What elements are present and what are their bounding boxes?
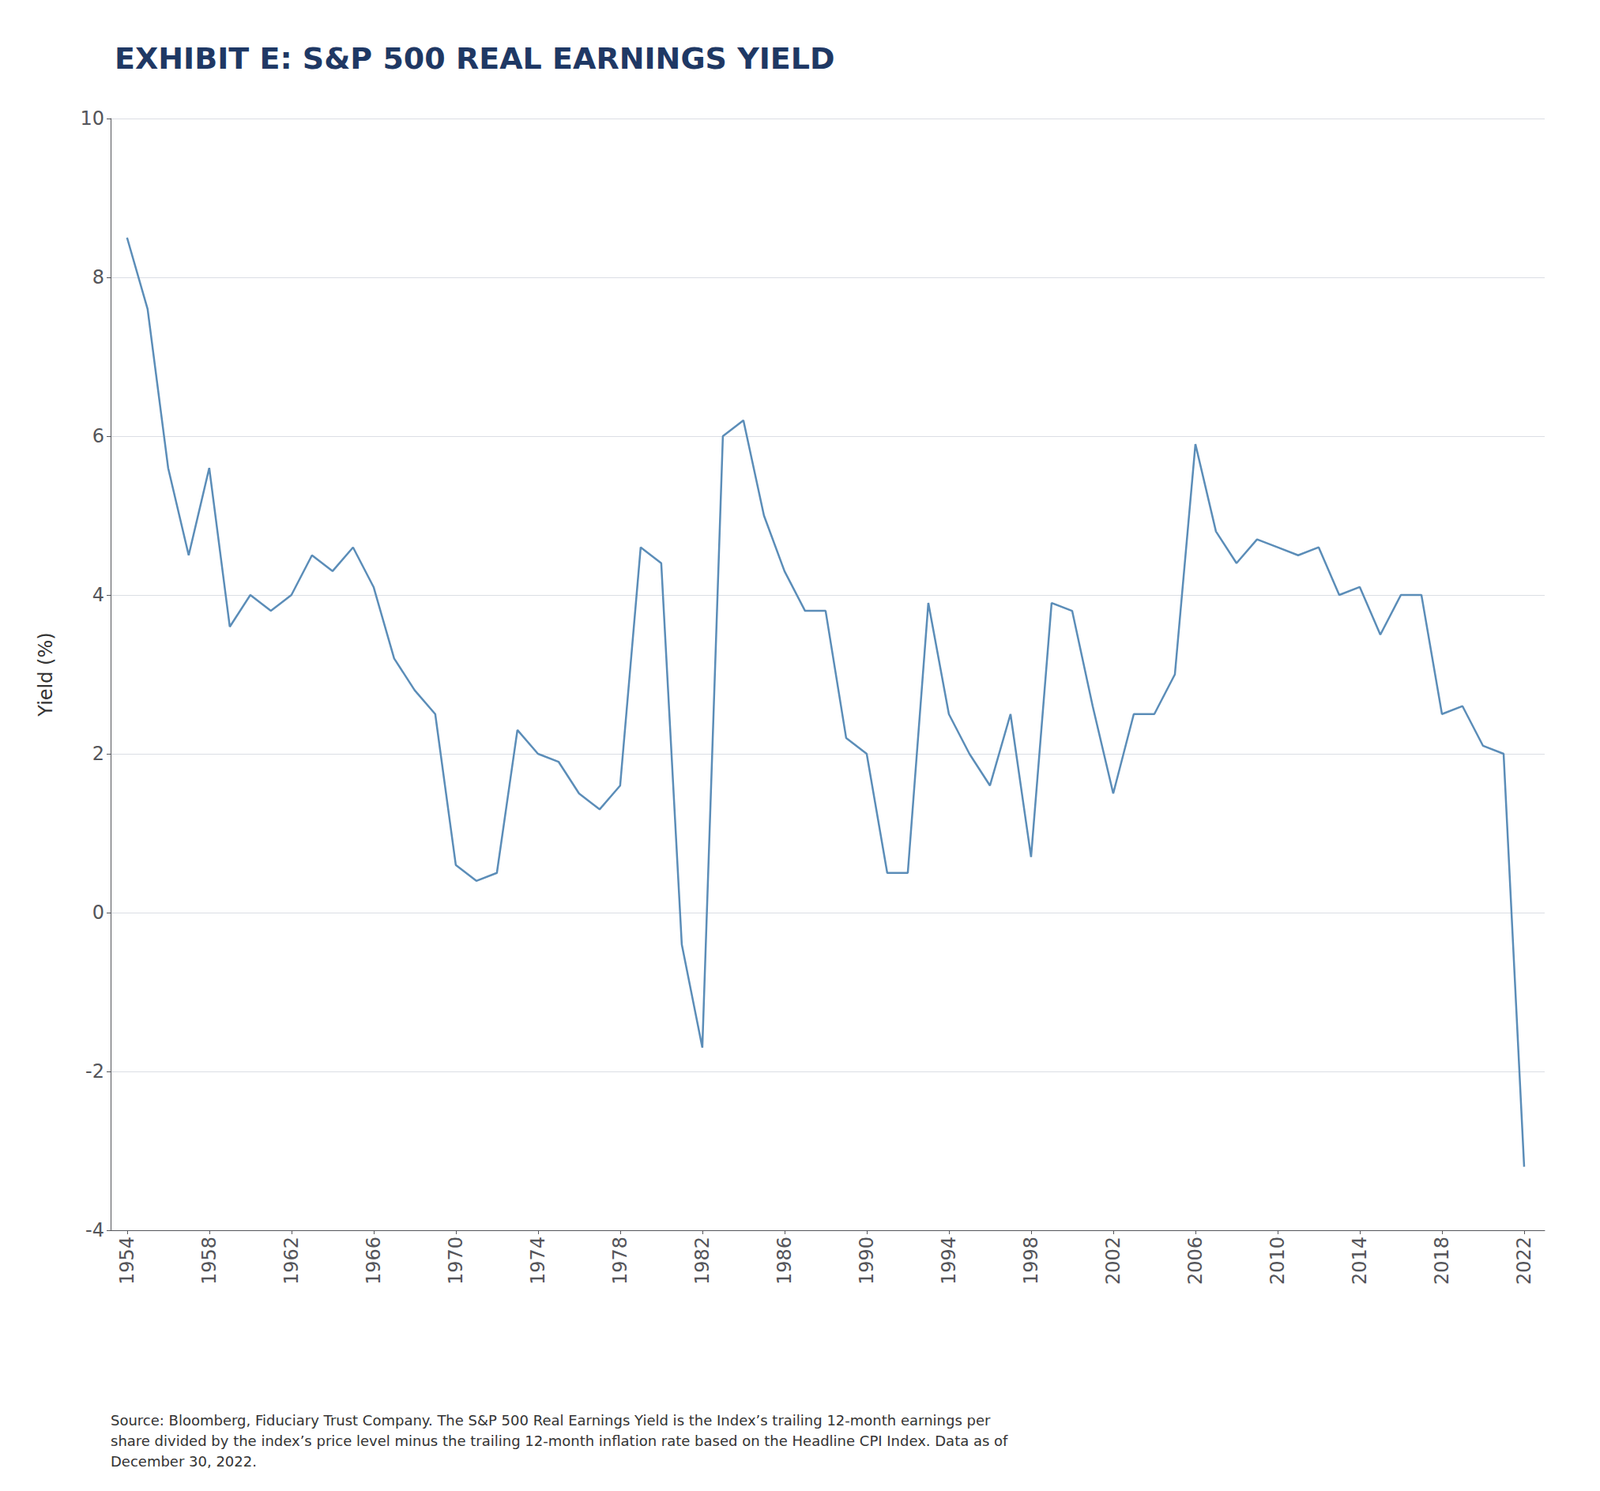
svg-text:1974: 1974 bbox=[527, 1236, 550, 1285]
svg-text:1978: 1978 bbox=[609, 1236, 632, 1285]
svg-text:Yield (%): Yield (%) bbox=[34, 632, 57, 717]
svg-text:2002: 2002 bbox=[1102, 1236, 1125, 1285]
svg-text:2022: 2022 bbox=[1513, 1236, 1536, 1285]
svg-text:share divided by the index’s p: share divided by the index’s price level… bbox=[110, 1432, 1009, 1450]
svg-text:1998: 1998 bbox=[1020, 1236, 1043, 1285]
svg-text:2: 2 bbox=[92, 742, 105, 765]
svg-text:1982: 1982 bbox=[691, 1236, 714, 1285]
svg-text:0: 0 bbox=[92, 901, 105, 924]
svg-text:EXHIBIT E: S&P 500 REAL EARNIN: EXHIBIT E: S&P 500 REAL EARNINGS YIELD bbox=[114, 41, 836, 76]
svg-text:2014: 2014 bbox=[1348, 1236, 1371, 1285]
svg-text:2018: 2018 bbox=[1430, 1236, 1454, 1285]
svg-text:-4: -4 bbox=[85, 1219, 105, 1242]
svg-text:10: 10 bbox=[79, 107, 105, 130]
svg-text:2006: 2006 bbox=[1184, 1236, 1207, 1285]
svg-text:1966: 1966 bbox=[362, 1236, 385, 1285]
svg-text:1962: 1962 bbox=[280, 1236, 303, 1285]
svg-text:1954: 1954 bbox=[116, 1236, 139, 1285]
svg-text:1994: 1994 bbox=[937, 1236, 960, 1285]
svg-text:1958: 1958 bbox=[198, 1236, 221, 1285]
svg-text:1986: 1986 bbox=[773, 1236, 796, 1285]
svg-text:8: 8 bbox=[92, 266, 105, 289]
svg-text:-2: -2 bbox=[85, 1060, 105, 1083]
svg-text:1970: 1970 bbox=[444, 1236, 467, 1285]
svg-text:Source: Bloomberg, Fiduciary T: Source: Bloomberg, Fiduciary Trust Compa… bbox=[110, 1411, 991, 1429]
svg-text:2010: 2010 bbox=[1266, 1236, 1289, 1285]
svg-text:December 30, 2022.: December 30, 2022. bbox=[110, 1453, 257, 1470]
svg-text:4: 4 bbox=[92, 583, 105, 607]
svg-text:6: 6 bbox=[92, 425, 105, 448]
svg-text:1990: 1990 bbox=[855, 1236, 878, 1285]
